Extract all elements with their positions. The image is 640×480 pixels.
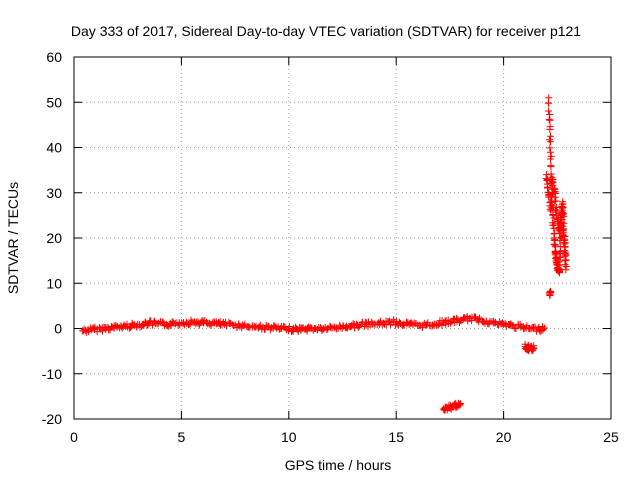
data-point — [456, 401, 464, 409]
data-point — [547, 138, 554, 146]
data-point — [556, 253, 564, 261]
y-tick-label: 30 — [46, 185, 62, 201]
data-point — [544, 99, 552, 107]
data-point — [320, 325, 328, 333]
y-axis-label: SDTVAR / TECUs — [5, 182, 21, 294]
y-tick-label: 40 — [46, 140, 62, 156]
data-point — [549, 221, 557, 229]
y-tick-label: -10 — [42, 366, 62, 382]
x-axis-label: GPS time / hours — [285, 457, 392, 473]
data-point — [561, 252, 569, 260]
data-point — [555, 257, 563, 265]
x-tick-label: 20 — [496, 429, 512, 445]
y-tick-label: 20 — [46, 230, 62, 246]
x-tick-label: 10 — [281, 429, 297, 445]
data-point — [555, 224, 563, 231]
y-tick-label: 0 — [54, 321, 62, 337]
data-point — [547, 148, 554, 156]
data-point — [549, 179, 557, 187]
x-tick-label: 25 — [603, 429, 619, 445]
data-point — [530, 344, 538, 352]
data-point — [171, 320, 179, 328]
x-tick-label: 5 — [178, 429, 186, 445]
data-point — [562, 266, 570, 274]
data-point — [281, 324, 289, 332]
data-point — [285, 323, 293, 330]
data-point — [562, 257, 570, 265]
data-point — [561, 261, 569, 269]
data-point — [558, 218, 566, 226]
data-point — [547, 288, 555, 296]
chart-title: Day 333 of 2017, Sidereal Day-to-day VTE… — [71, 23, 581, 39]
data-point — [547, 155, 554, 163]
y-tick-label: 60 — [46, 49, 62, 65]
data-point — [560, 239, 568, 246]
data-point — [542, 175, 550, 183]
data-point — [560, 231, 568, 239]
data-point — [434, 321, 442, 328]
data-point — [555, 268, 563, 276]
data-point — [457, 400, 465, 408]
data-point — [240, 322, 248, 330]
y-tick-label: 10 — [46, 275, 62, 291]
y-tick-label: -20 — [42, 411, 62, 427]
data-point — [559, 232, 567, 240]
data-point — [545, 115, 553, 123]
data-point — [546, 116, 554, 124]
data-point — [476, 314, 483, 322]
x-tick-label: 15 — [388, 429, 404, 445]
data-point — [546, 125, 554, 133]
data-point — [547, 163, 555, 171]
x-tick-label: 0 — [70, 429, 78, 445]
data-point — [546, 144, 554, 152]
y-tick-label: 50 — [46, 94, 62, 110]
data-point — [545, 136, 553, 144]
data-point — [540, 324, 548, 332]
data-point — [229, 322, 237, 329]
plot-frame — [73, 56, 612, 420]
data-point — [545, 107, 553, 115]
data-point — [552, 197, 560, 205]
gridlines — [74, 57, 611, 419]
axis-ticks: 0 5 10 15 20 25 -20 -10 0 10 20 30 40 50 60 — [42, 49, 619, 445]
data-points — [79, 94, 570, 414]
data-point — [550, 189, 558, 197]
